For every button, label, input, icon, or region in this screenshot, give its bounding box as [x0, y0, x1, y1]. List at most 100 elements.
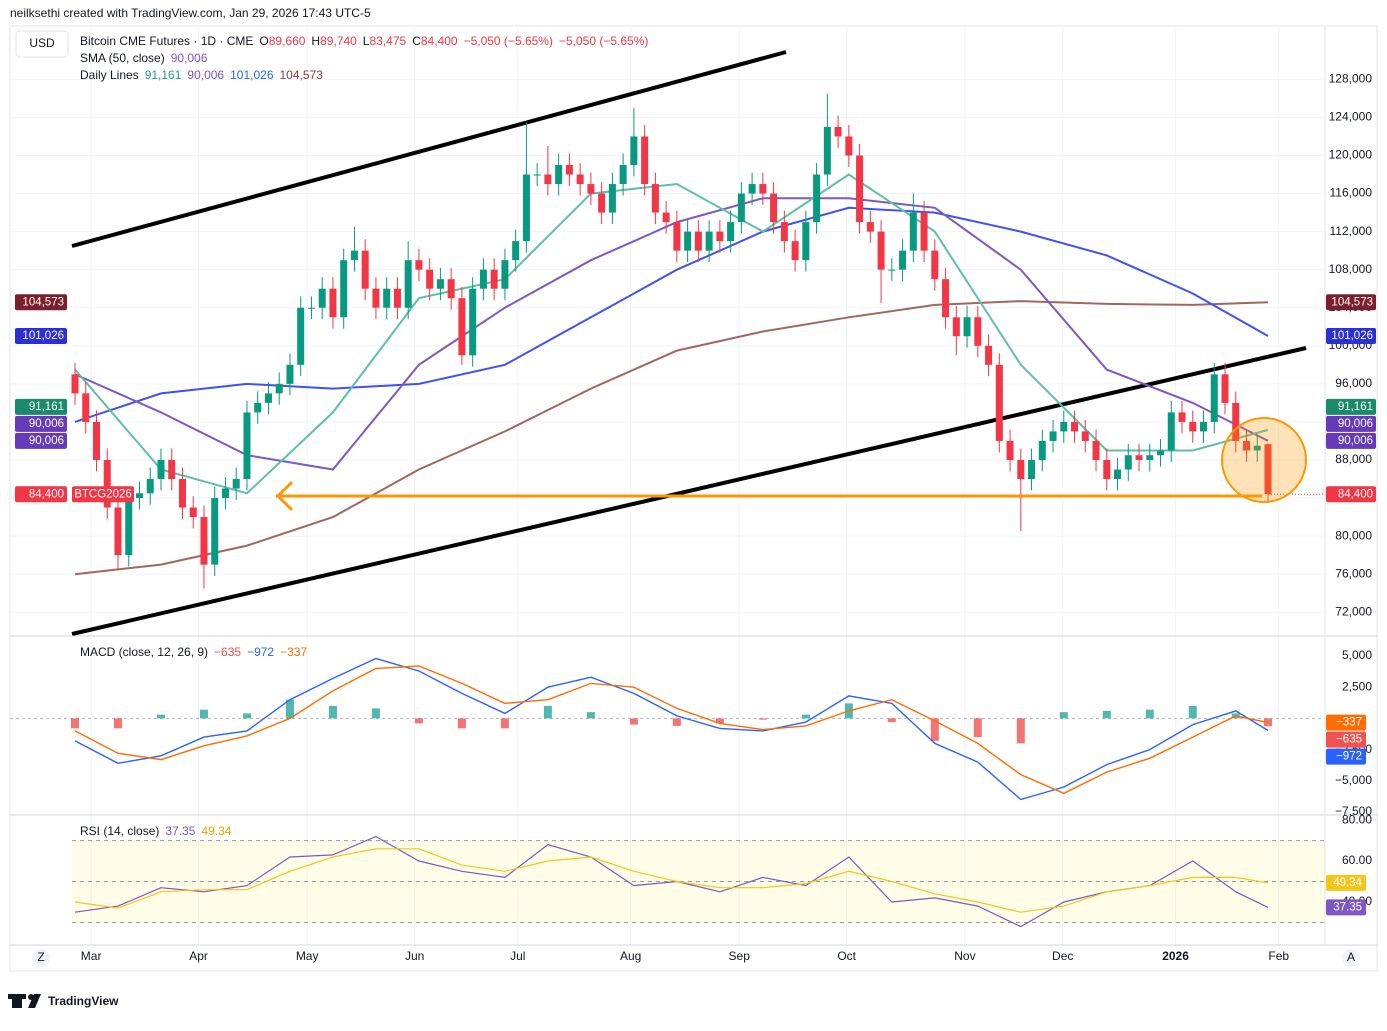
candle-body	[490, 269, 498, 289]
candle-body	[587, 184, 595, 194]
price-badge-label: 101,026	[1331, 330, 1373, 342]
y-tick-label: 76,000	[1335, 566, 1372, 580]
y-tick-label: 60.00	[1342, 853, 1372, 867]
trend-line	[71, 50, 787, 248]
candle-body	[877, 231, 885, 270]
logo-part	[12, 994, 22, 1008]
ohlc-key: H	[311, 34, 320, 48]
candle-body	[770, 193, 778, 223]
histogram-bar	[1102, 710, 1111, 719]
macd-line	[74, 665, 1269, 795]
candle-body	[598, 193, 606, 213]
price-badge	[1326, 486, 1376, 503]
candle-body	[297, 307, 305, 365]
candle-body	[1264, 444, 1272, 495]
candle-body	[458, 298, 466, 356]
legend-lines: Daily Lines 91,161 90,006 101,026 104,573	[80, 68, 323, 82]
y-tick-label: 72,000	[1335, 604, 1372, 618]
candle-body	[200, 517, 208, 565]
change: −5,050 (−5.65%)	[464, 34, 553, 48]
candle-body	[383, 288, 391, 308]
currency: USD	[29, 36, 55, 50]
price-badge	[15, 486, 67, 503]
candle-body	[275, 383, 283, 394]
candle-body	[1060, 421, 1068, 432]
y-tick-label: 2,500	[1342, 679, 1372, 693]
price-badge-label: 90,006	[29, 418, 64, 430]
indicator-value: −337	[280, 645, 307, 659]
histogram-bar	[199, 709, 208, 719]
candle-body	[318, 288, 326, 308]
ohlc-value: 84,400	[421, 34, 458, 48]
candle-body	[404, 260, 412, 308]
candle-body	[82, 393, 90, 422]
candle-body	[1017, 459, 1025, 480]
candle-body	[737, 193, 745, 223]
candle-body	[748, 184, 756, 194]
y-tick-label: 96,000	[1335, 376, 1372, 390]
candle-body	[329, 288, 337, 318]
price-badge-label: 104,573	[22, 296, 64, 308]
y-tick-label: 88,000	[1335, 452, 1372, 466]
histogram-bar	[156, 714, 165, 719]
price-badge	[72, 486, 134, 503]
candle-body	[1232, 402, 1240, 441]
price-badge	[1326, 294, 1376, 311]
legend-sma: SMA (50, close) 90,006	[80, 51, 208, 65]
legend-macd: MACD (close, 12, 26, 9) −635 −972 −337	[80, 645, 307, 659]
candle-body	[952, 317, 960, 337]
symbol-tag: BTCG2026	[74, 488, 132, 500]
scale-button[interactable]	[1342, 949, 1360, 967]
candle-body	[651, 184, 659, 213]
candle-body	[114, 507, 122, 556]
indicator-name: SMA (50, close)	[80, 51, 165, 65]
candle-body	[1006, 440, 1014, 460]
currency-button[interactable]	[15, 30, 69, 58]
y-tick-label: 128,000	[1329, 72, 1373, 86]
y-tick-label: 108,000	[1329, 262, 1373, 276]
price-badge	[15, 398, 67, 415]
candle-body	[694, 231, 702, 251]
indicator-value: 90,006	[171, 51, 208, 65]
price-badge	[1326, 398, 1376, 415]
ohlc-value: 89,740	[320, 34, 357, 48]
scale-button-label: A	[1347, 950, 1355, 964]
histogram-bar	[1188, 705, 1197, 719]
candle-body	[307, 307, 315, 309]
candle-body	[1157, 450, 1165, 456]
price-badge-label: 90,006	[1338, 435, 1373, 447]
x-tick-label: 2026	[1162, 949, 1189, 963]
histogram-bar	[973, 718, 982, 738]
x-tick-label: Jun	[405, 949, 424, 963]
price-badge-label: 90,006	[29, 435, 64, 447]
indicator-name: RSI (14, close)	[80, 824, 159, 838]
indicator-value: −972	[247, 645, 274, 659]
candle-body	[823, 126, 831, 175]
candle-body	[286, 364, 294, 384]
indicator-value: 101,026	[230, 68, 274, 82]
candle-body	[125, 498, 133, 556]
value-badge	[1326, 874, 1366, 891]
candle-body	[780, 222, 788, 242]
value-badge	[1326, 899, 1366, 916]
candle-body	[1028, 459, 1036, 480]
candle-body	[340, 260, 348, 318]
candle-body	[1167, 412, 1175, 451]
x-tick-label: Oct	[837, 949, 856, 963]
candle-body	[813, 174, 821, 223]
ohlc-key: O	[259, 34, 268, 48]
candle-body	[232, 479, 240, 489]
candle-body	[533, 174, 541, 176]
rsi-line	[74, 848, 1269, 913]
candle-body	[576, 174, 584, 185]
candle-body	[544, 174, 552, 185]
scale-button[interactable]	[32, 949, 50, 967]
price-badge-label: 91,161	[29, 401, 64, 413]
candle-body	[899, 250, 907, 270]
candle-body	[630, 136, 638, 166]
trend-line	[71, 346, 1307, 636]
candle-body	[608, 184, 616, 213]
y-tick-label: 124,000	[1329, 110, 1373, 124]
y-tick-label: −5,000	[1335, 773, 1372, 787]
candle-body	[1200, 421, 1208, 432]
